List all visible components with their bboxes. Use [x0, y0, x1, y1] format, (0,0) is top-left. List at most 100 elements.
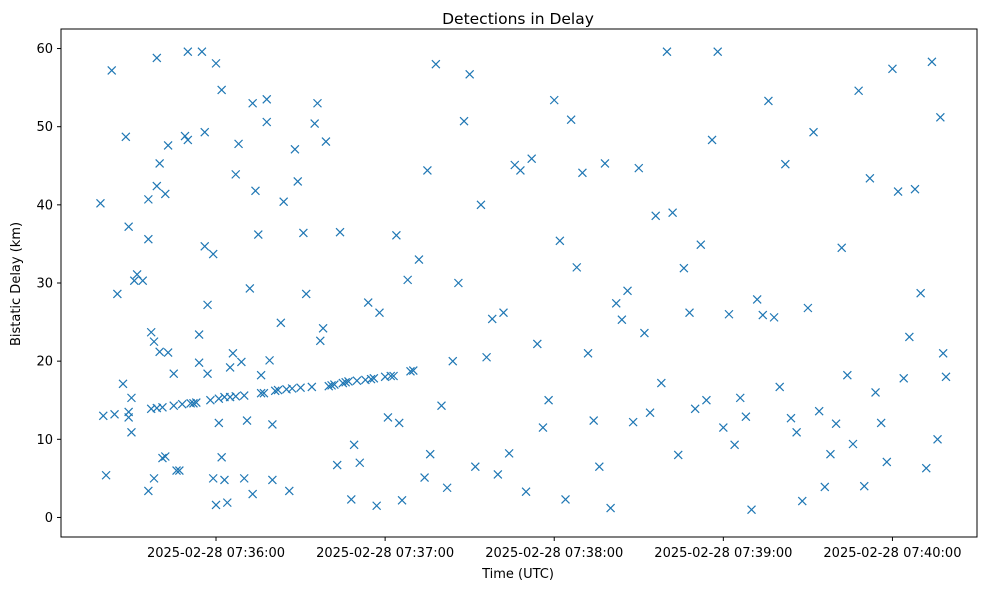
data-point	[315, 336, 325, 346]
data-point	[673, 450, 683, 460]
data-point	[752, 294, 762, 304]
data-point	[276, 318, 286, 328]
data-point	[375, 308, 384, 318]
data-point	[183, 47, 193, 57]
data-point	[797, 496, 807, 506]
data-point	[408, 366, 418, 375]
data-point	[611, 298, 621, 308]
data-point	[431, 59, 441, 69]
data-point	[327, 380, 336, 390]
data-point	[239, 473, 249, 483]
data-point	[129, 276, 139, 286]
data-point	[803, 303, 813, 313]
x-axis-title: Time (UTC)	[481, 567, 554, 582]
data-point	[194, 330, 204, 340]
data-point	[298, 228, 308, 238]
data-point	[98, 411, 108, 421]
data-point	[406, 366, 415, 376]
data-point	[623, 286, 632, 296]
data-point	[236, 357, 246, 367]
data-point	[318, 323, 328, 333]
data-point	[143, 194, 153, 204]
data-point	[96, 198, 105, 208]
data-point	[208, 473, 218, 483]
y-tick-label: 20	[36, 355, 53, 370]
data-point	[160, 452, 170, 461]
data-point	[425, 449, 435, 459]
data-point	[583, 348, 593, 358]
data-point	[871, 387, 880, 397]
data-point	[389, 371, 399, 381]
data-point	[600, 159, 610, 168]
data-point	[259, 388, 269, 398]
data-point	[270, 386, 280, 396]
data-point	[859, 481, 869, 491]
data-point	[335, 227, 345, 237]
data-point	[769, 312, 779, 322]
data-point	[214, 394, 224, 404]
data-point	[904, 332, 914, 342]
data-point	[279, 197, 289, 207]
data-point	[307, 382, 317, 392]
data-point	[521, 487, 531, 497]
data-point	[355, 458, 365, 468]
data-point	[284, 486, 294, 496]
y-tick-label: 30	[36, 277, 53, 292]
data-point	[561, 495, 570, 504]
data-point	[143, 486, 153, 496]
data-point	[538, 423, 548, 433]
data-point	[262, 117, 272, 127]
data-point	[442, 483, 452, 493]
data-point	[696, 240, 706, 250]
y-tick-label: 40	[36, 198, 53, 213]
data-point	[403, 275, 413, 285]
data-point	[234, 139, 243, 149]
data-point	[293, 176, 303, 186]
data-point	[724, 309, 734, 319]
y-tick-label: 0	[45, 511, 53, 526]
data-point	[668, 208, 678, 218]
data-point	[267, 420, 277, 429]
data-point	[758, 310, 768, 320]
data-point	[163, 348, 173, 357]
x-tick-label: 2025-02-28 07:37:00	[316, 546, 454, 561]
data-point	[189, 398, 198, 408]
data-point	[544, 395, 554, 405]
data-point	[504, 448, 514, 458]
data-point	[222, 498, 232, 508]
data-point	[118, 379, 128, 389]
data-point	[933, 434, 942, 444]
data-point	[338, 378, 348, 388]
data-point	[127, 427, 136, 437]
data-point	[363, 298, 373, 307]
data-point	[837, 243, 847, 253]
x-tick-label: 2025-02-28 07:40:00	[823, 546, 961, 561]
data-point	[702, 395, 711, 405]
data-point	[203, 300, 212, 310]
data-point	[177, 399, 187, 409]
data-point	[352, 376, 362, 386]
data-point	[453, 278, 463, 288]
data-point	[747, 505, 756, 515]
data-point	[921, 463, 931, 473]
data-point	[465, 69, 475, 79]
data-point	[242, 416, 252, 425]
data-point	[231, 169, 241, 179]
data-point	[865, 173, 875, 183]
data-point	[476, 200, 486, 210]
data-point	[262, 94, 272, 104]
data-point	[690, 404, 700, 414]
data-point	[386, 371, 396, 381]
data-point	[369, 373, 379, 383]
plot-frame	[60, 28, 978, 538]
y-tick-label: 10	[36, 433, 53, 448]
data-point	[290, 144, 300, 154]
data-point	[848, 439, 858, 449]
data-point	[101, 470, 111, 480]
data-point	[888, 64, 897, 74]
x-tick-label: 2025-02-28 07:36:00	[147, 546, 285, 561]
data-point	[287, 384, 297, 393]
data-point	[349, 440, 359, 450]
y-tick-label: 60	[36, 42, 53, 57]
data-point	[741, 412, 751, 422]
